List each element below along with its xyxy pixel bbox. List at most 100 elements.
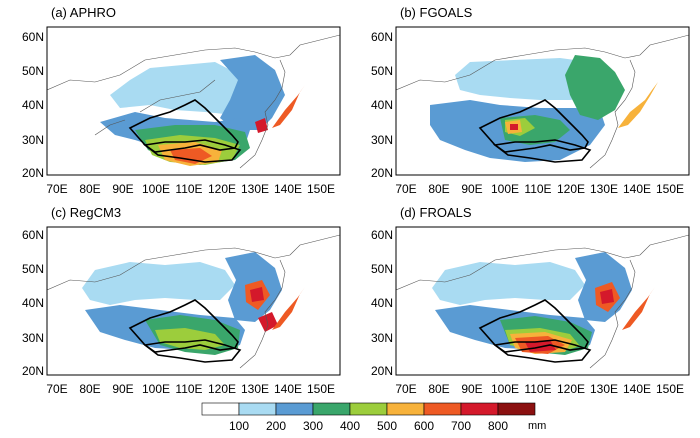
svg-text:50N: 50N [22,262,44,276]
colorbar-box [386,402,425,416]
svg-text:20N: 20N [22,166,44,180]
precip-region-500 [155,328,225,350]
colorbar-box [423,402,462,416]
colorbar-label: 100 [229,419,249,433]
basin-outline [128,99,239,153]
svg-text:90E: 90E [112,182,133,196]
svg-text:100E: 100E [142,382,170,396]
map-frame [395,26,690,176]
precip-region-400 [565,55,625,120]
colorbar-label: 500 [377,419,397,433]
svg-text:130E: 130E [241,382,269,396]
colorbar-box [238,402,277,416]
precip-region-800 [258,312,278,332]
svg-text:120E: 120E [208,382,236,396]
svg-text:120E: 120E [557,382,585,396]
svg-text:130E: 130E [241,182,269,196]
svg-text:30N: 30N [22,331,44,345]
svg-text:140E: 140E [623,382,651,396]
svg-text:120E: 120E [557,182,585,196]
colorbar-box [275,402,314,416]
lat-tick-labels: 20N 30N 40N 50N 60N [22,228,44,378]
basin-outline [493,139,592,163]
panel-title: (d) FROALS [400,205,472,220]
svg-text:50N: 50N [371,64,393,78]
svg-text:50N: 50N [22,64,44,78]
colorbar-unit: mm [528,420,546,432]
svg-text:80E: 80E [428,382,449,396]
svg-text:130E: 130E [590,182,618,196]
precip-region-japan [272,280,310,330]
map-area [396,34,689,169]
svg-text:90E: 90E [112,382,133,396]
coastline [239,59,286,169]
svg-text:70E: 70E [46,182,67,196]
basin-outline [128,299,239,353]
colorbar-box [497,402,536,416]
precip-region-800 [600,289,614,304]
coastline [589,59,636,169]
basin-outline [143,339,242,363]
svg-text:80E: 80E [428,182,449,196]
map-area [396,234,689,369]
country-border [94,79,216,136]
svg-text:50N: 50N [371,262,393,276]
colorbar-label: 300 [303,419,323,433]
svg-text:110E: 110E [175,382,202,396]
panel-title: (a) APHRO [51,5,116,20]
precip-region-800 [510,124,518,130]
svg-text:110E: 110E [524,382,551,396]
svg-text:60N: 60N [22,228,44,242]
lon-tick-labels: 70E 80E 90E 100E 110E 120E 130E 140E 150… [46,382,335,396]
svg-text:60N: 60N [371,228,393,242]
svg-text:70E: 70E [395,382,416,396]
svg-text:140E: 140E [274,382,302,396]
svg-text:90E: 90E [461,382,482,396]
coastline [239,259,286,369]
svg-text:20N: 20N [371,166,393,180]
basin-outline [493,339,592,363]
precip-region-mid [220,55,285,130]
svg-text:80E: 80E [79,382,100,396]
colorbar-box [349,402,388,416]
svg-text:40N: 40N [371,296,393,310]
svg-text:60N: 60N [22,30,44,44]
svg-text:20N: 20N [22,364,44,378]
precip-region-800 [255,118,268,133]
lon-tick-labels: 70E 80E 90E 100E 110E 120E 130E 140E 150… [395,382,684,396]
colorbar: 100 200 300 400 500 600 700 800 mm [201,402,546,433]
precip-region-low [82,262,235,305]
colorbar-label: 200 [266,419,286,433]
svg-text:20N: 20N [371,364,393,378]
panel-d: (d) FROALS 20N 30N 40N 50N 60N [371,205,690,396]
svg-text:100E: 100E [142,182,170,196]
coastline [396,34,689,91]
basin-outline [478,99,589,153]
svg-text:140E: 140E [623,182,651,196]
svg-text:150E: 150E [656,382,684,396]
svg-text:100E: 100E [491,182,519,196]
precip-region-800 [250,287,264,302]
colorbar-box [201,402,240,416]
lon-tick-labels: 70E 80E 90E 100E 110E 120E 130E 140E 150… [395,182,684,196]
svg-text:40N: 40N [22,98,44,112]
svg-text:30N: 30N [371,133,393,147]
precip-region-low [432,262,585,305]
colorbar-label: 800 [488,419,508,433]
map-frame [46,26,341,176]
colorbar-boxes [201,402,536,416]
map-area [47,234,340,369]
panel-title: (b) FGOALS [400,5,473,20]
svg-text:100E: 100E [491,382,519,396]
map-area [47,34,340,169]
colorbar-label: 400 [340,419,360,433]
svg-text:90E: 90E [461,182,482,196]
map-frame [395,226,690,376]
colorbar-box [312,402,351,416]
precip-region-japan [272,78,310,128]
basin-outline [478,299,589,353]
panel-c: (c) RegCM3 20N 30N 40N 50N 60N 70E 8 [22,205,341,396]
coastline [589,259,636,369]
lat-tick-labels: 20N 30N 40N 50N 60N [22,30,44,180]
